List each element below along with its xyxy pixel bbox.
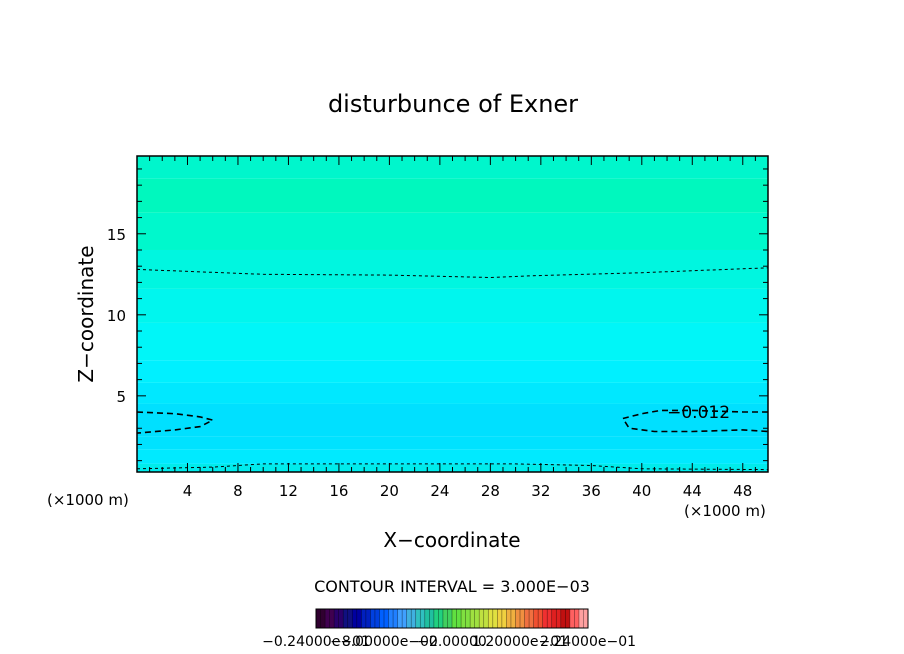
- x-tick-label: 12: [279, 482, 298, 500]
- colorbar-frame: [315, 608, 589, 629]
- contour-band-4: [137, 382, 768, 404]
- colorbar-label: −8.00000e−02: [330, 634, 438, 650]
- x-tick-label: 8: [233, 482, 243, 500]
- contour-line-1: [136, 463, 769, 471]
- x-unit-left: (×1000 m): [47, 491, 129, 509]
- y-axis-ticks: 5 10 15: [107, 168, 768, 462]
- contour-band-9: [137, 212, 768, 250]
- x-tick-label: 4: [183, 482, 193, 500]
- contour-line-2: [136, 411, 215, 434]
- contour-lines: [136, 267, 769, 471]
- contour-band-5: [137, 360, 768, 383]
- contour-band-11: [137, 156, 768, 179]
- contour-interval: CONTOUR INTERVAL = 3.000E−03: [314, 577, 590, 596]
- x-axis-label: X−coordinate: [383, 528, 520, 552]
- contour-band-7: [137, 288, 768, 323]
- y-tick-label: 10: [107, 307, 126, 325]
- contour-band-6: [137, 322, 768, 361]
- filled-contour-bands: [137, 156, 768, 472]
- y-tick-label: 15: [107, 226, 126, 244]
- x-tick-label: 24: [430, 482, 449, 500]
- contour-label: −0.012: [667, 403, 730, 423]
- x-tick-label: 28: [481, 482, 500, 500]
- colorbar: [315, 609, 589, 628]
- x-tick-label: 36: [582, 482, 601, 500]
- contour-band-10: [137, 178, 768, 213]
- y-tick-label: 5: [116, 388, 126, 406]
- x-tick-label: 16: [329, 482, 348, 500]
- x-tick-label: 32: [531, 482, 550, 500]
- contour-band-8: [137, 249, 768, 289]
- contour-band-1: [137, 449, 768, 464]
- colorbar-labels: −0.24000e−01−8.00000e−02−0.000001.20000e…: [262, 634, 636, 650]
- colorbar-label: −0.24000e−01: [262, 634, 370, 650]
- contour-line-0: [136, 267, 769, 279]
- colorbar-label: −0.00000: [417, 634, 487, 650]
- x-tick-label: 44: [683, 482, 702, 500]
- chart-title: disturbunce of Exner: [328, 90, 578, 118]
- x-tick-label: 40: [632, 482, 651, 500]
- y-axis-label: Z−coordinate: [74, 245, 98, 382]
- x-tick-label: 20: [380, 482, 399, 500]
- x-unit-right: (×1000 m): [684, 502, 766, 520]
- contour-band-2: [137, 436, 768, 450]
- colorbar-label: 2.24000e−01: [540, 634, 636, 650]
- x-tick-label: 48: [733, 482, 752, 500]
- x-axis-ticks: 4 8 12 16 20 24 28 32 36 40 44 48: [149, 156, 756, 500]
- colorbar-label: 1.20000e−01: [472, 634, 568, 650]
